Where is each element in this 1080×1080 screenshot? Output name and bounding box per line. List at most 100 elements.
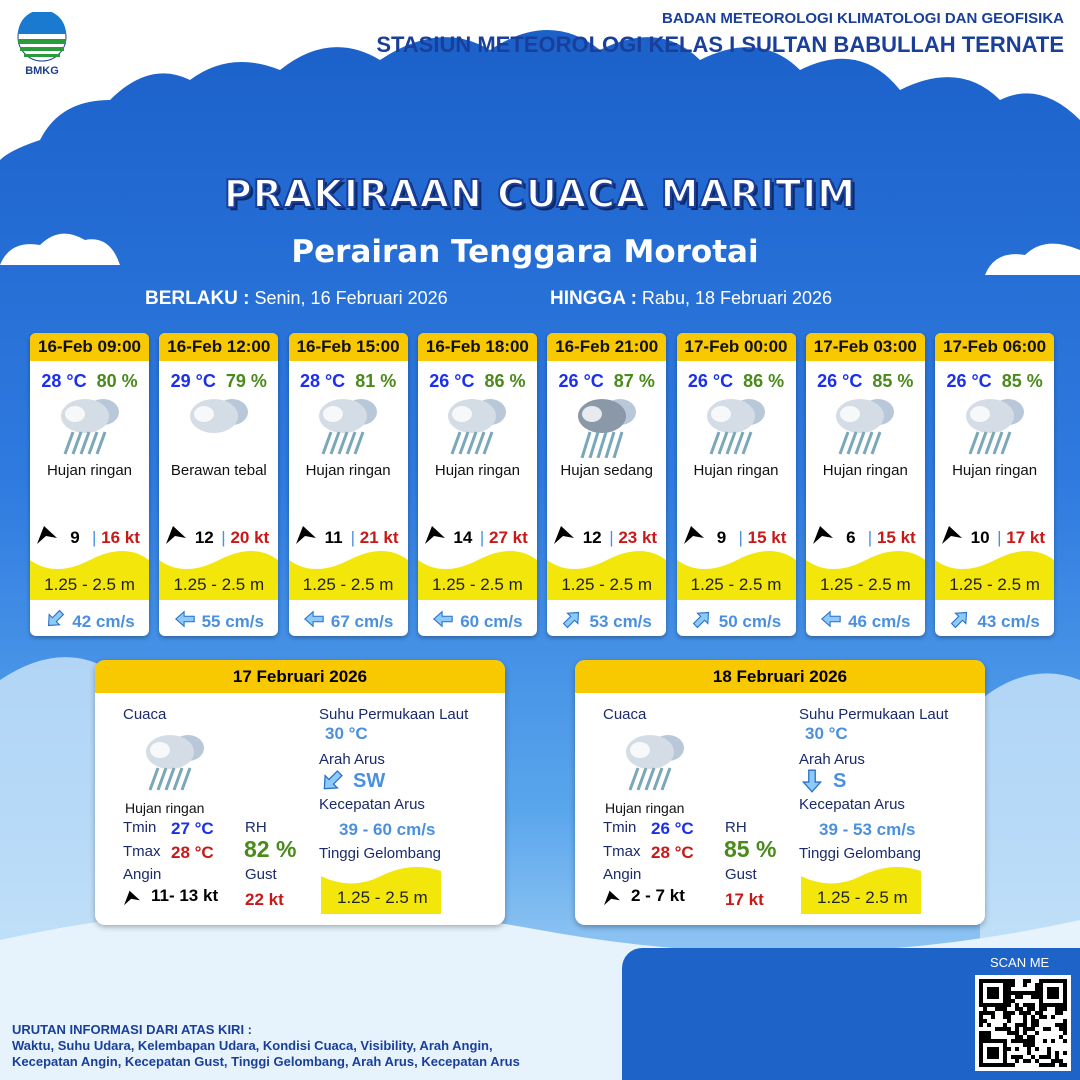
- air-temp: 26 °C: [687, 371, 734, 391]
- value-current_dir: S: [833, 770, 847, 792]
- label-cuaca: Cuaca: [603, 706, 647, 723]
- wave-shape: [417, 551, 537, 600]
- label-cuaca: Cuaca: [123, 706, 167, 723]
- label-sst: Suhu Permukaan Laut: [319, 706, 469, 723]
- daily-panel: 18 Februari 2026 Cuaca Hujan ringan Tmin…: [575, 660, 985, 925]
- forecast-time: 16-Feb 21:00: [547, 333, 667, 361]
- value-current: 39 - 53 cm/s: [819, 820, 916, 839]
- forecast-time: 16-Feb 18:00: [417, 333, 537, 361]
- scan-me-label: SCAN ME: [990, 955, 1050, 970]
- wave-shape: [159, 551, 279, 600]
- weather-condition: Hujan ringan: [434, 462, 520, 479]
- wave-shape: [547, 551, 667, 600]
- wave-shape: [805, 551, 925, 600]
- valid-to: HINGGA : Rabu, 18 Februari 2026: [550, 288, 833, 309]
- wind-direction-icon: [941, 525, 963, 550]
- wind-speed: 12: [582, 527, 602, 547]
- wave-height: 1.25 - 2.5 m: [690, 575, 782, 594]
- forecast-card: 17-Feb 06:00 26 °C 85 % Hujan ringan 10 …: [935, 333, 1055, 636]
- air-temp: 26 °C: [429, 371, 475, 391]
- footer-legend: URUTAN INFORMASI DARI ATAS KIRI : Waktu,…: [12, 1022, 520, 1069]
- forecast-time: 17-Feb 06:00: [935, 333, 1055, 361]
- forecast-card: 16-Feb 18:00 26 °C 86 % Hujan ringan 14 …: [417, 333, 537, 636]
- current-direction-icon: [319, 768, 345, 799]
- air-temp: 26 °C: [817, 371, 863, 391]
- wave-shape: [321, 867, 441, 914]
- gust-speed: 17 kt: [1006, 527, 1045, 547]
- logo-text: BMKG: [25, 65, 59, 77]
- label-tinggi: Tinggi Gelombang: [799, 845, 922, 862]
- current-direction-icon: [691, 608, 713, 635]
- light-rain-icon: [418, 392, 537, 458]
- label-kec_arus: Kecepatan Arus: [319, 796, 425, 813]
- wave-height: 1.25 - 2.5 m: [173, 575, 265, 594]
- daily-panel: 17 Februari 2026 Cuaca Hujan ringan Tmin…: [95, 660, 505, 925]
- separator: |: [997, 527, 1002, 547]
- label-arah_arus: Arah Arus: [799, 751, 865, 768]
- forecast-time: 16-Feb 12:00: [159, 333, 279, 361]
- value-tmin: 26 °C: [651, 819, 694, 838]
- bmkg-logo: BMKG: [14, 10, 70, 77]
- label-kec_arus: Kecepatan Arus: [799, 796, 905, 813]
- light-rain-icon: [140, 728, 210, 799]
- value-wind: 2 - 7 kt: [631, 886, 685, 905]
- current-speed: 60 cm/s: [460, 611, 523, 631]
- label-angin: Angin: [123, 866, 162, 883]
- forecast-time: 16-Feb 15:00: [288, 333, 408, 361]
- label-sst: Suhu Permukaan Laut: [799, 706, 949, 723]
- wind-direction-icon: [553, 525, 575, 550]
- wind-direction-icon: [812, 525, 834, 550]
- light-rain-icon: [620, 728, 690, 799]
- value-tmax: 28 °C: [171, 843, 214, 862]
- current-speed: 46 cm/s: [848, 611, 911, 631]
- air-temp: 28 °C: [299, 371, 346, 391]
- separator: |: [609, 527, 614, 547]
- air-temp: 26 °C: [558, 371, 604, 391]
- separator: |: [92, 527, 97, 547]
- weather-condition: Berawan tebal: [170, 462, 267, 479]
- wind-speed: 10: [970, 527, 990, 547]
- label-tmax: Tmax: [123, 843, 161, 860]
- current-speed: 67 cm/s: [330, 611, 394, 631]
- label-tinggi: Tinggi Gelombang: [319, 845, 442, 862]
- label-arah_arus: Arah Arus: [319, 751, 385, 768]
- gust-speed: 27 kt: [489, 527, 528, 547]
- separator: |: [221, 527, 226, 547]
- value-sst: 30 °C: [325, 724, 368, 743]
- value-gust: 22 kt: [245, 890, 284, 909]
- separator: |: [350, 527, 356, 547]
- label-gust: Gust: [245, 866, 277, 883]
- wind-speed: 12: [194, 527, 214, 547]
- air-temp: 29 °C: [170, 371, 216, 391]
- wind-speed: 14: [453, 527, 473, 547]
- weather-condition: Hujan ringan: [305, 462, 391, 479]
- separator: |: [738, 527, 743, 547]
- wind-direction-icon: [603, 890, 621, 911]
- qr-code[interactable]: [975, 975, 1071, 1071]
- current-direction-icon: [561, 608, 583, 635]
- wave-height: 1.25 - 2.5 m: [302, 575, 394, 594]
- wave-height: 1.25 - 2.5 m: [561, 575, 653, 594]
- overcast-cloud-icon: [159, 392, 278, 458]
- label-tmin: Tmin: [123, 819, 157, 836]
- current-direction-icon: [949, 608, 971, 635]
- weather-condition: Hujan sedang: [560, 462, 653, 479]
- current-direction-icon: [303, 608, 325, 635]
- wind-direction-icon: [683, 525, 705, 550]
- wind-speed: 11: [324, 527, 343, 547]
- cloud-decoration: [985, 243, 1080, 275]
- separator: |: [867, 527, 873, 547]
- forecast-time: 17-Feb 00:00: [676, 333, 796, 361]
- label-tmin: Tmin: [603, 819, 637, 836]
- forecast-card: 16-Feb 15:00 28 °C 81 % Hujan ringan 11 …: [288, 333, 408, 636]
- current-speed: 42 cm/s: [72, 611, 135, 631]
- value-wind: 11- 13 kt: [151, 886, 219, 905]
- forecast-card: 17-Feb 00:00 26 °C 86 % Hujan ringan 9 |…: [676, 333, 796, 636]
- humidity: 86 %: [484, 371, 526, 391]
- value-current: 39 - 60 cm/s: [339, 820, 436, 839]
- wave-shape: [801, 867, 921, 914]
- humidity: 79 %: [225, 371, 267, 391]
- wave-shape: [676, 551, 796, 600]
- current-direction-icon: [432, 608, 454, 635]
- wind-direction-icon: [36, 525, 58, 550]
